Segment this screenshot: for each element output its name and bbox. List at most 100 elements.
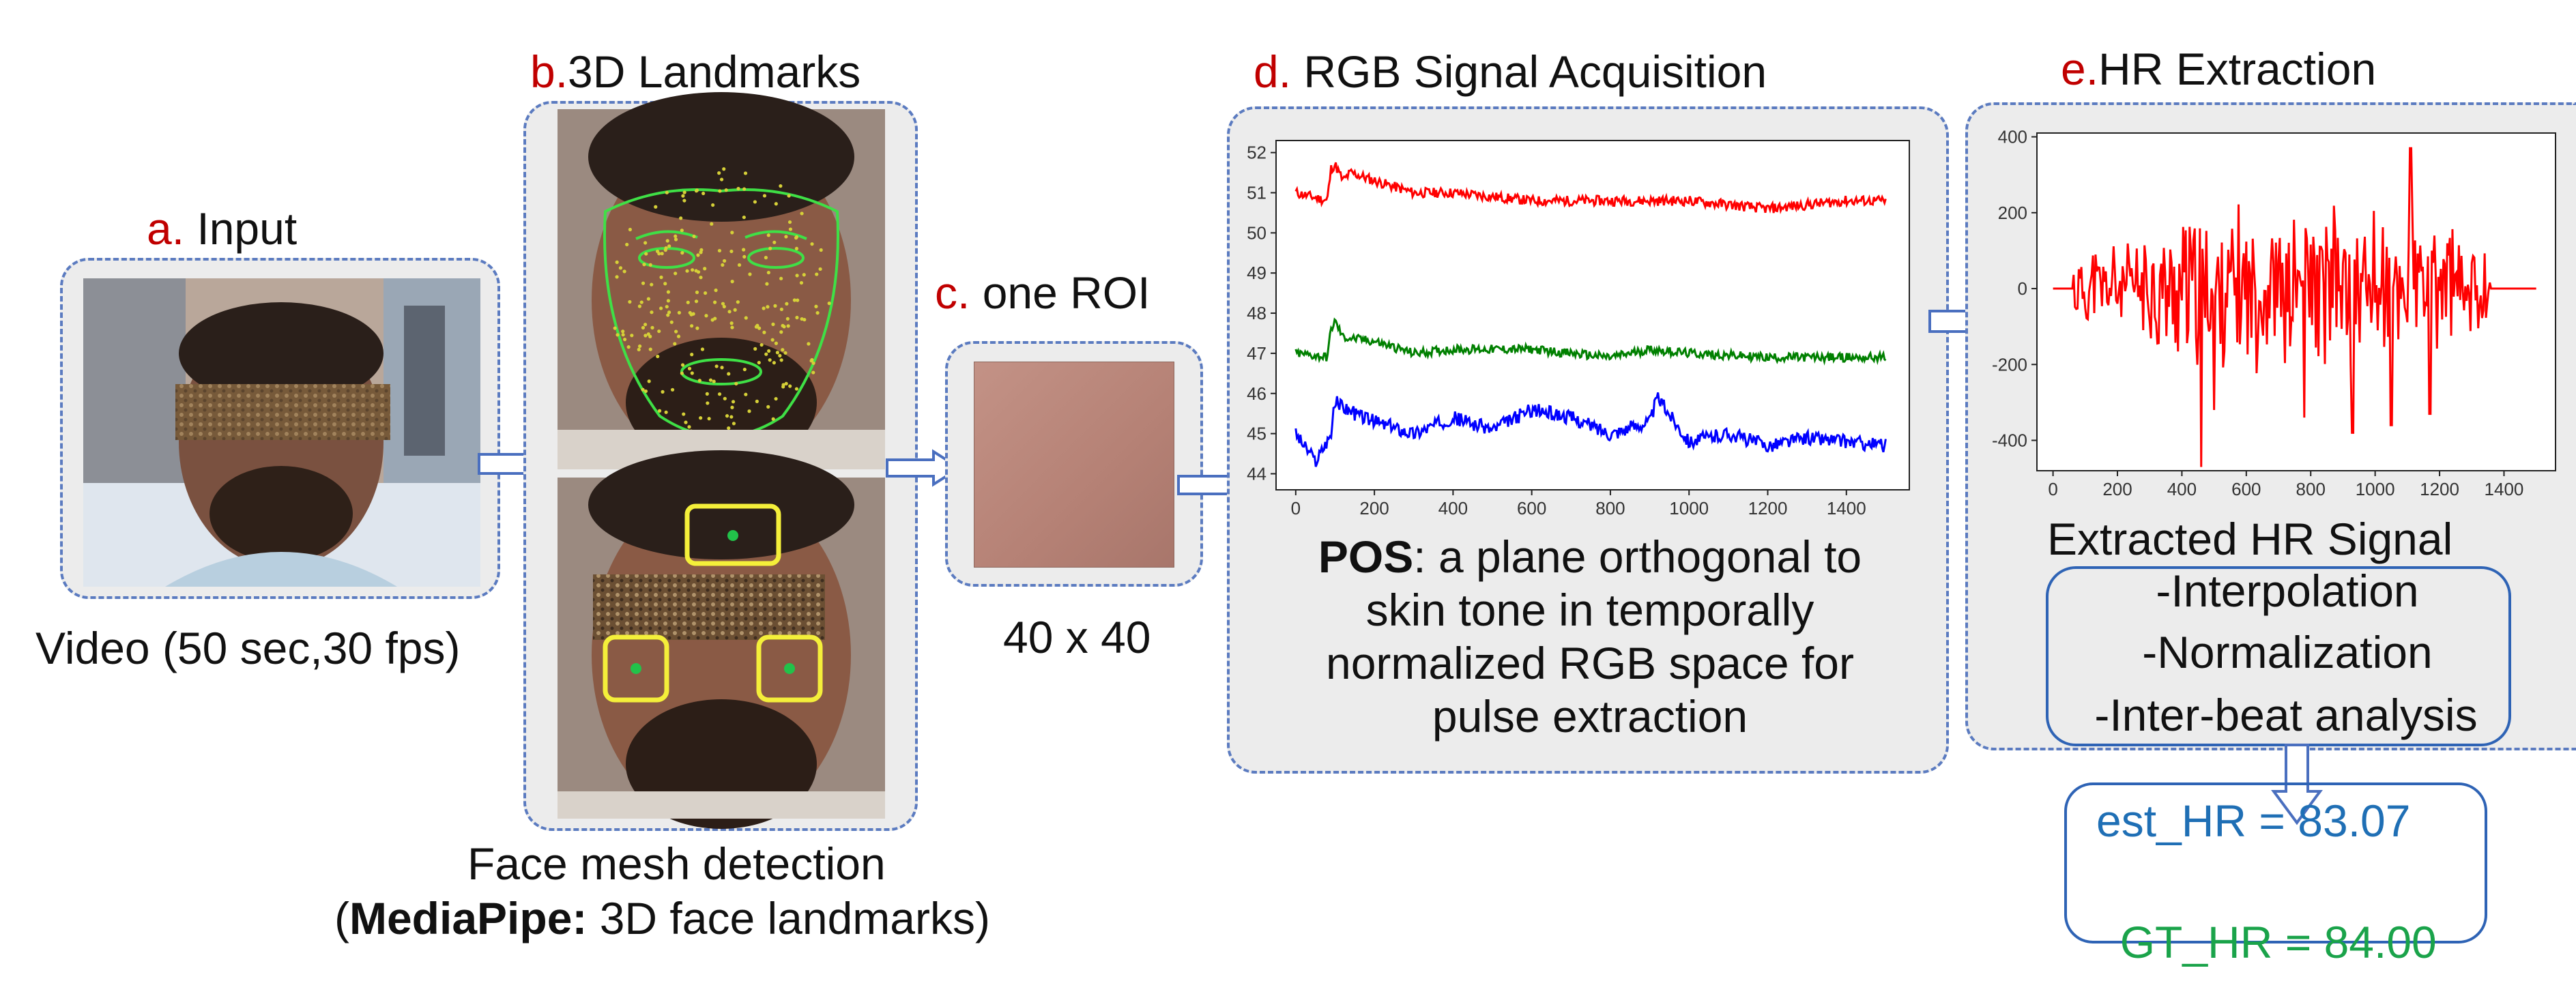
landmark-point [682,412,686,416]
landmark-point [736,186,740,191]
landmark-point [674,272,678,276]
landmark-point [676,334,681,338]
landmark-point [663,282,667,286]
landmark-point [681,194,685,198]
landmark-point [785,317,790,321]
x-tick-label: 200 [2102,479,2132,499]
gt-hr-label: GT_HR [2119,916,2273,967]
label-a-title: Input [197,203,298,254]
landmark-point [742,215,746,220]
series-line-0 [2053,147,2536,467]
series-line-2 [1294,392,1887,467]
caption-roi: 40 x 40 [1003,612,1151,662]
landmark-point [687,425,691,429]
landmark-point [674,330,678,334]
landmark-point [794,246,799,251]
landmark-point [717,171,721,175]
landmark-point [771,417,775,421]
y-tick-label: 400 [1998,127,2027,147]
y-tick-label: -400 [1992,430,2027,451]
landmark-point [690,371,694,375]
pos-desc-line1: POS: a plane orthogonal to [1235,531,1945,584]
landmark-point [795,315,799,320]
landmark-point [682,199,686,203]
landmark-point [708,378,713,382]
landmark-point [748,272,752,276]
caption-landmarks-bold: MediaPipe: [349,893,588,943]
landmark-point [779,307,784,312]
series-line-0 [1294,162,1887,214]
label-d-title: RGB Signal Acquisition [1303,46,1767,97]
landmark-point [796,298,800,302]
landmark-point [656,354,660,359]
landmark-point [794,235,799,239]
landmark-point [727,372,731,376]
landmark-point [795,274,799,278]
input-video-frame [83,278,480,587]
landmark-point [686,300,690,304]
landmark-point [680,363,685,367]
caption-hr: Extracted HR Signal [2047,514,2453,564]
landmark-point [643,323,648,327]
landmark-point [648,263,652,267]
landmark-point [677,310,682,314]
landmark-point [827,302,831,306]
landmark-point [727,310,732,314]
landmark-point [730,280,734,284]
landmark-point [639,300,643,304]
landmark-point [711,203,715,207]
landmark-point [721,302,725,306]
landmark-point [744,316,748,320]
landmark-point [680,251,684,255]
landmark-point [664,410,668,414]
landmark-point [699,276,703,280]
landmark-point [747,409,751,413]
landmark-point [642,263,646,267]
landmark-point [733,308,737,312]
label-a-key: a. [147,203,185,254]
landmark-point [696,253,700,257]
landmark-point [766,305,770,309]
caption-landmarks-1: Face mesh detection [467,838,886,889]
x-tick-label: 200 [1359,498,1389,518]
landmark-point [694,269,698,273]
landmark-point [673,342,677,346]
landmark-point [779,330,783,334]
landmark-point [787,194,791,198]
landmark-point [665,239,669,243]
landmark-point [670,387,675,392]
landmark-point [665,190,669,194]
landmark-point [794,387,799,391]
landmark-point [786,324,790,328]
landmark-point [742,187,747,191]
y-tick-label: 45 [1247,424,1267,444]
landmark-point [742,248,746,252]
y-tick-label: 200 [1998,203,2027,223]
y-tick-label: 44 [1247,463,1267,484]
label-a: a. Input [147,206,297,251]
landmark-point [729,415,734,419]
landmark-point [729,249,734,254]
caption-input: Video (50 sec,30 fps) [35,623,461,673]
landmark-point [800,317,804,321]
landmark-point [788,384,792,388]
landmark-point [621,330,625,334]
pos-rest: : a plane orthogonal to [1413,531,1862,582]
landmark-point [800,211,804,216]
landmark-point [679,216,683,220]
landmark-point [778,353,782,357]
y-tick-label: 48 [1247,303,1267,323]
landmark-point [714,288,718,293]
landmark-point [695,326,699,330]
x-tick-label: 0 [1291,498,1301,518]
gt-hr-line: GT_HR = 84.00 [2095,863,2437,969]
landmark-point [762,194,767,198]
landmark-point [697,379,701,383]
landmark-point [765,282,769,286]
landmark-point [648,347,652,351]
landmark-point [643,334,648,338]
gt-hr-value: = 84.00 [2272,916,2437,967]
landmark-point [734,381,738,386]
landmark-point [695,290,699,295]
landmark-point [766,405,770,409]
